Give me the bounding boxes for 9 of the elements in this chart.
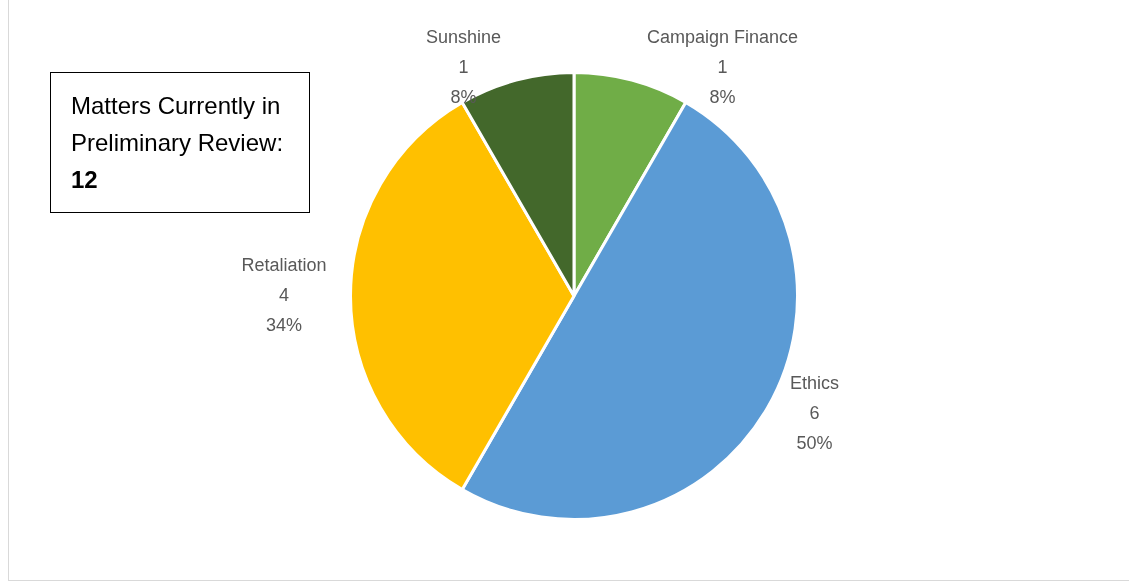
data-label: 6 50%	[796, 402, 833, 453]
data-label: 1 8%	[709, 57, 736, 108]
slice-label: Retaliation	[241, 254, 327, 275]
slice-label: Campaign Finance	[646, 27, 799, 48]
data-label: 4 34%	[265, 284, 302, 335]
slice-label: Ethics	[789, 372, 839, 393]
text: Matters Currently in Preliminary Review: 12	[50, 72, 310, 213]
data-label: 1 8%	[450, 57, 477, 108]
slice-label: Sunshine	[425, 27, 502, 48]
